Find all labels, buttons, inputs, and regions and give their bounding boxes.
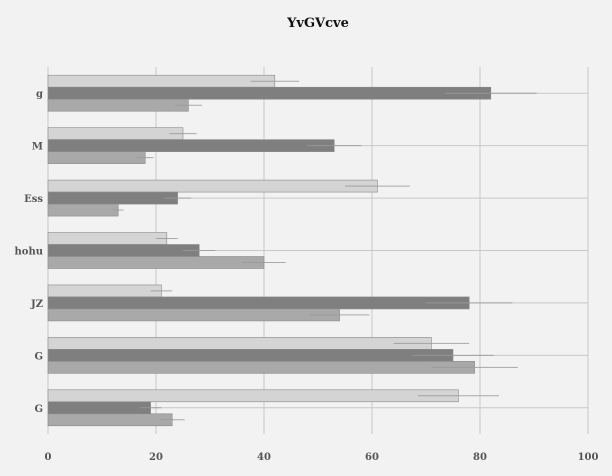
x-tick-label: 100: [578, 452, 599, 463]
bar: [47, 203, 119, 217]
bar: [47, 127, 184, 140]
bar: [47, 179, 378, 193]
bar: [47, 413, 173, 427]
bar: [47, 361, 475, 374]
x-tick-label: 40: [257, 452, 271, 463]
label-layer: 0 20 40 60 80 100 g M Ess hohu JZ G G: [15, 89, 599, 463]
x-tick-label: 60: [365, 452, 379, 463]
y-category-label: g: [36, 89, 43, 100]
y-category-label: G: [34, 404, 43, 415]
bar: [47, 284, 162, 298]
bar: [47, 401, 151, 415]
y-category-label: JZ: [30, 299, 43, 310]
y-category-label: Ess: [24, 194, 43, 205]
bar: [47, 151, 146, 164]
bar: [47, 349, 454, 362]
bar: [47, 337, 432, 350]
y-category-label: hohu: [15, 247, 43, 258]
bar: [47, 389, 459, 403]
bar: [47, 296, 470, 310]
bar: [47, 86, 492, 100]
x-tick-label: 80: [473, 452, 487, 463]
y-category-label: M: [32, 142, 43, 153]
x-tick-label: 20: [149, 452, 163, 463]
bar: [47, 74, 276, 88]
bar: [47, 98, 189, 112]
bar: [47, 139, 335, 152]
error-bar-layer: [112, 80, 537, 421]
x-tick-label: 0: [45, 452, 52, 463]
bar: [47, 244, 200, 257]
chart-title: YvGVcve: [286, 16, 349, 31]
y-category-label: G: [34, 351, 43, 362]
bar: [47, 191, 178, 205]
bar: [47, 256, 265, 269]
bar: [47, 232, 168, 245]
bar: [47, 308, 340, 322]
bar-layer: [47, 74, 492, 427]
